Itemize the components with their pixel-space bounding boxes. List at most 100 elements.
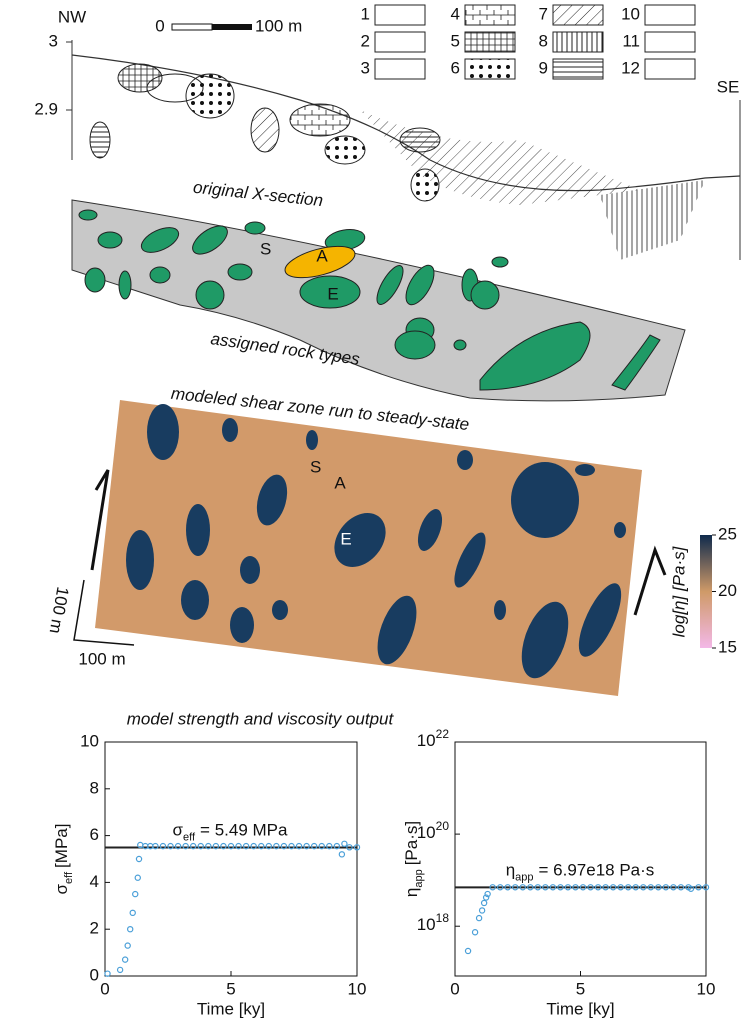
- unit: [117, 63, 163, 93]
- y-tick-label: 10: [80, 731, 99, 750]
- data-point: [288, 842, 295, 850]
- y-axis-label: σeff [MPa]: [52, 824, 74, 895]
- legend-swatch: [552, 4, 604, 26]
- data-point: [126, 926, 134, 933]
- data-point: [220, 842, 227, 850]
- model-label: E: [340, 529, 351, 548]
- y-tick-label: 2: [90, 919, 99, 938]
- text-part: η: [506, 861, 515, 880]
- legend-label: 12: [621, 58, 640, 77]
- rock-label: E: [327, 284, 338, 303]
- x-tick-label: 0: [100, 979, 109, 998]
- output-title: model strength and viscosity output: [127, 709, 395, 728]
- legend-label: 6: [451, 58, 460, 77]
- legend-label: 4: [451, 4, 460, 23]
- data-point: [572, 884, 579, 891]
- data-point: [587, 884, 594, 891]
- scale-end: 100 m: [255, 16, 302, 35]
- data-point: [677, 884, 685, 891]
- data-point: [617, 884, 624, 891]
- text-part: = 5.49 MPa: [200, 821, 288, 840]
- data-point: [235, 842, 242, 850]
- data-point: [346, 844, 353, 851]
- legend-swatch: [374, 58, 426, 80]
- scale-bar: [212, 24, 252, 30]
- y-tick-label: 8: [90, 778, 99, 797]
- y-tick-label: 6: [90, 825, 99, 844]
- data-point: [702, 884, 710, 891]
- data-point: [121, 956, 129, 963]
- data-point: [295, 842, 303, 850]
- e-inclusions: [126, 404, 626, 679]
- colorbar: [700, 535, 712, 648]
- data-point: [152, 842, 159, 850]
- shear-arrow: [633, 545, 667, 616]
- unit: [185, 73, 235, 119]
- text-part: app: [515, 871, 533, 883]
- data-point: [353, 844, 361, 851]
- data-point: [647, 884, 654, 891]
- colorbar-tick-label: 15: [718, 637, 737, 656]
- e-blobs: [78, 209, 661, 391]
- text-part: 10: [417, 824, 436, 843]
- data-point: [132, 890, 139, 898]
- data-point: [504, 884, 511, 891]
- elevation-tick-label: 3: [49, 31, 58, 50]
- data-point: [205, 842, 212, 850]
- data-point: [519, 884, 526, 891]
- data-point: [609, 884, 617, 891]
- text-part: 10: [417, 731, 436, 750]
- legend-label: 2: [361, 31, 370, 50]
- data-point: [464, 947, 472, 955]
- rock-label: S: [260, 239, 271, 258]
- elevation-tick-label: 2.9: [34, 99, 58, 118]
- y-tick-label: 1022: [417, 727, 450, 750]
- data-point: [159, 842, 167, 850]
- scale-start: 0: [155, 16, 164, 35]
- axes-frame: [454, 741, 707, 977]
- data-point: [475, 914, 483, 922]
- legend-swatch: [644, 4, 696, 26]
- data-point: [310, 842, 318, 850]
- annotation: ηapp = 6.97e18 Pa·s: [506, 861, 655, 883]
- data-point: [662, 884, 670, 891]
- legend-label: 8: [539, 31, 548, 50]
- data-point: [227, 842, 235, 850]
- unit: [399, 127, 441, 153]
- data-point: [212, 842, 220, 850]
- data-point: [557, 884, 564, 891]
- y-tick-label: 1018: [417, 911, 450, 934]
- data-point: [197, 842, 204, 850]
- scale-label: 100 m: [78, 649, 125, 668]
- x-tick-label: 0: [450, 979, 459, 998]
- data-point: [478, 907, 486, 914]
- colorbar-label: log[η] [Pa·s]: [669, 545, 688, 637]
- data-point: [687, 885, 695, 892]
- text-part: eff: [183, 831, 196, 843]
- colorbar-tick-label: 25: [718, 524, 737, 543]
- text-part: = 6.97e18 Pa·s: [539, 861, 655, 880]
- data-point: [482, 894, 490, 901]
- text-part: 22: [436, 727, 450, 741]
- data-point: [167, 842, 174, 850]
- scale-bar: [171, 23, 213, 31]
- x-axis-label: Time [ky]: [546, 999, 614, 1018]
- legend-swatch: [464, 58, 516, 80]
- rock-types: S A E assigned rock types: [71, 199, 686, 402]
- data-point: [527, 884, 534, 891]
- colorbar-tick-label: 20: [718, 581, 737, 600]
- y-tick-label: 0: [90, 965, 99, 984]
- data-point: [489, 884, 496, 891]
- data-point: [326, 842, 333, 850]
- legend-label: 1: [361, 4, 370, 23]
- legend-label: 5: [451, 31, 460, 50]
- data-point: [549, 884, 557, 891]
- data-point: [542, 884, 549, 891]
- legend-swatch: [464, 4, 516, 26]
- unit: [360, 110, 640, 205]
- y-tick-label: 1020: [417, 819, 450, 842]
- model-label: A: [334, 473, 346, 492]
- text-part: σ: [173, 821, 184, 840]
- shear-arrow: [90, 469, 110, 571]
- data-point: [303, 842, 310, 850]
